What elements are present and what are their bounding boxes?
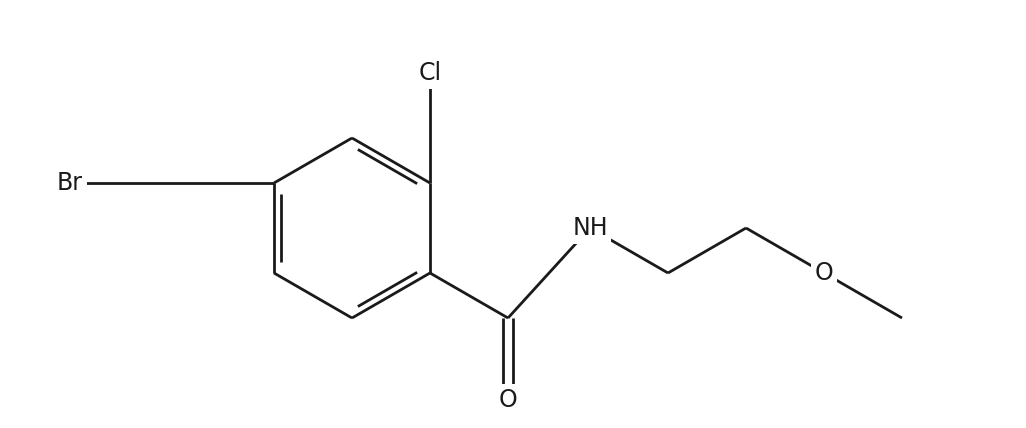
Text: O: O [499, 388, 517, 412]
Text: Cl: Cl [419, 61, 441, 85]
Text: O: O [815, 261, 833, 285]
Text: NH: NH [573, 216, 607, 240]
Text: Br: Br [57, 171, 83, 195]
